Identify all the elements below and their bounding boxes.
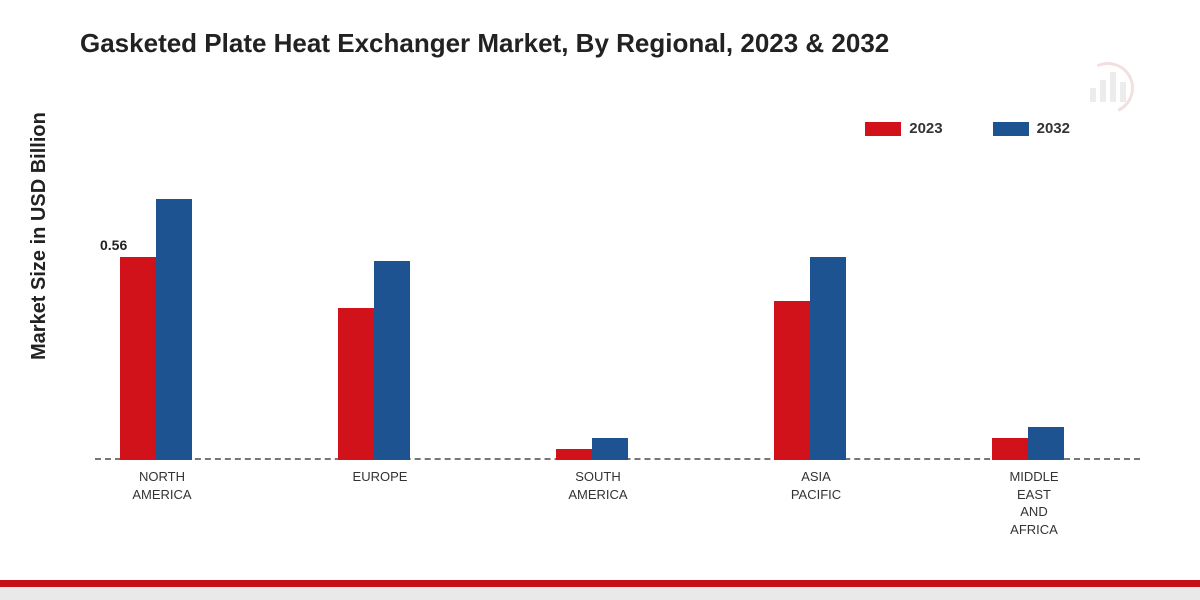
bar-2023 [774, 301, 810, 461]
footer-strip [0, 580, 1200, 600]
bar-2023 [120, 257, 156, 460]
bar-value-label: 0.56 [100, 237, 127, 253]
bar-2032 [592, 438, 628, 460]
legend-swatch-2023 [865, 122, 901, 136]
category-label: MIDDLEEASTANDAFRICA [954, 460, 1114, 538]
bar-2023 [338, 308, 374, 460]
bar-2032 [810, 257, 846, 460]
plot-area: 0.56NORTHAMERICAEUROPESOUTHAMERICAASIAPA… [95, 170, 1140, 460]
legend-label-2032: 2032 [1037, 120, 1070, 137]
category-label: ASIAPACIFIC [736, 460, 896, 503]
legend-swatch-2032 [993, 122, 1029, 136]
bar-2032 [1028, 427, 1064, 460]
chart-container: Gasketed Plate Heat Exchanger Market, By… [0, 0, 1200, 600]
legend-item-2023: 2023 [865, 120, 942, 137]
y-axis-label: Market Size in USD Billion [28, 112, 51, 360]
category-label: NORTHAMERICA [82, 460, 242, 503]
legend-label-2023: 2023 [909, 120, 942, 137]
legend: 2023 2032 [865, 120, 1070, 137]
legend-item-2032: 2032 [993, 120, 1070, 137]
chart-title: Gasketed Plate Heat Exchanger Market, By… [80, 28, 889, 59]
footer-grey-bar [0, 587, 1200, 600]
category-label: SOUTHAMERICA [518, 460, 678, 503]
bar-2023 [992, 438, 1028, 460]
footer-red-bar [0, 580, 1200, 587]
watermark-logo [1078, 58, 1138, 118]
bar-2032 [374, 261, 410, 460]
bar-2032 [156, 199, 192, 460]
bar-2023 [556, 449, 592, 460]
category-label: EUROPE [300, 460, 460, 486]
